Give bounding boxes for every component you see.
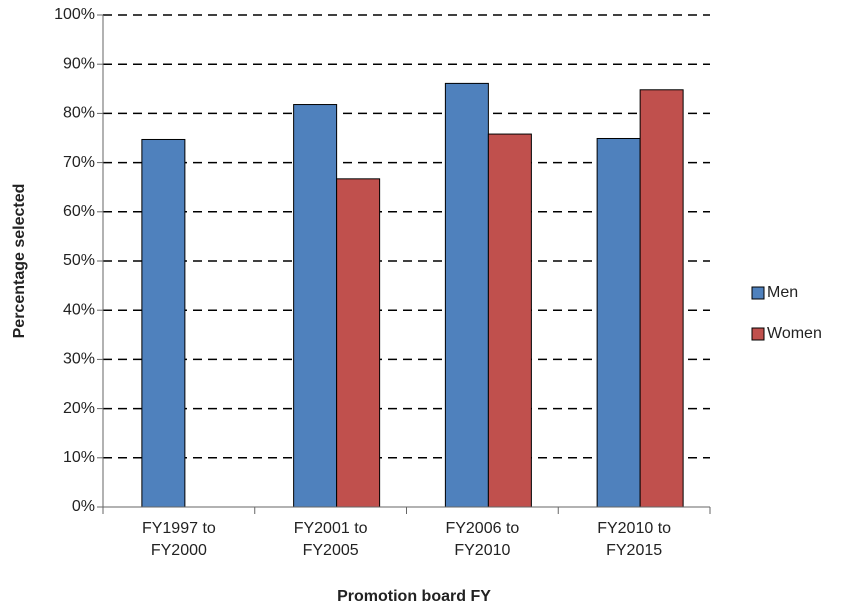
x-tick-label: FY1997 to FY2000 [141, 520, 216, 559]
bar [293, 104, 338, 508]
x-tick-label: FY2010 to FY2015 [597, 520, 672, 559]
x-tick-label: FY2006 to FY2010 [445, 520, 520, 559]
bar [444, 82, 489, 508]
y-tick-label: 30% [63, 351, 95, 368]
x-axis-title: Promotion board FY [337, 588, 491, 605]
y-tick-label: 80% [63, 105, 95, 122]
bar [639, 89, 684, 508]
legend-label: Women [767, 325, 822, 342]
y-tick-label: 70% [63, 154, 95, 171]
bar [336, 178, 381, 508]
bar [141, 138, 186, 508]
legend-swatch [751, 286, 765, 300]
y-tick-label: 0% [72, 498, 95, 515]
legend-swatch [751, 327, 765, 341]
x-tick-label: FY2001 to FY2005 [293, 520, 368, 559]
bar [596, 137, 641, 508]
y-tick-label: 40% [63, 301, 95, 318]
legend-label: Men [767, 284, 798, 301]
y-tick-label: 90% [63, 55, 95, 72]
y-axis-title: Percentage selected [11, 184, 28, 339]
bar [487, 133, 532, 508]
y-tick-label: 60% [63, 203, 95, 220]
y-tick-label: 10% [63, 449, 95, 466]
y-tick-label: 20% [63, 400, 95, 417]
y-tick-label: 50% [63, 252, 95, 269]
y-tick-label: 100% [54, 6, 95, 23]
